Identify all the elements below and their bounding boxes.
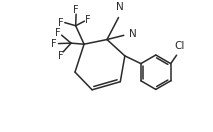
Text: F: F [73, 5, 79, 15]
Text: F: F [58, 51, 64, 61]
Text: F: F [55, 28, 60, 38]
Text: F: F [58, 18, 63, 28]
Text: N: N [116, 2, 124, 12]
Text: Cl: Cl [174, 41, 185, 51]
Text: N: N [129, 29, 137, 39]
Text: F: F [51, 39, 57, 49]
Text: F: F [85, 15, 91, 25]
